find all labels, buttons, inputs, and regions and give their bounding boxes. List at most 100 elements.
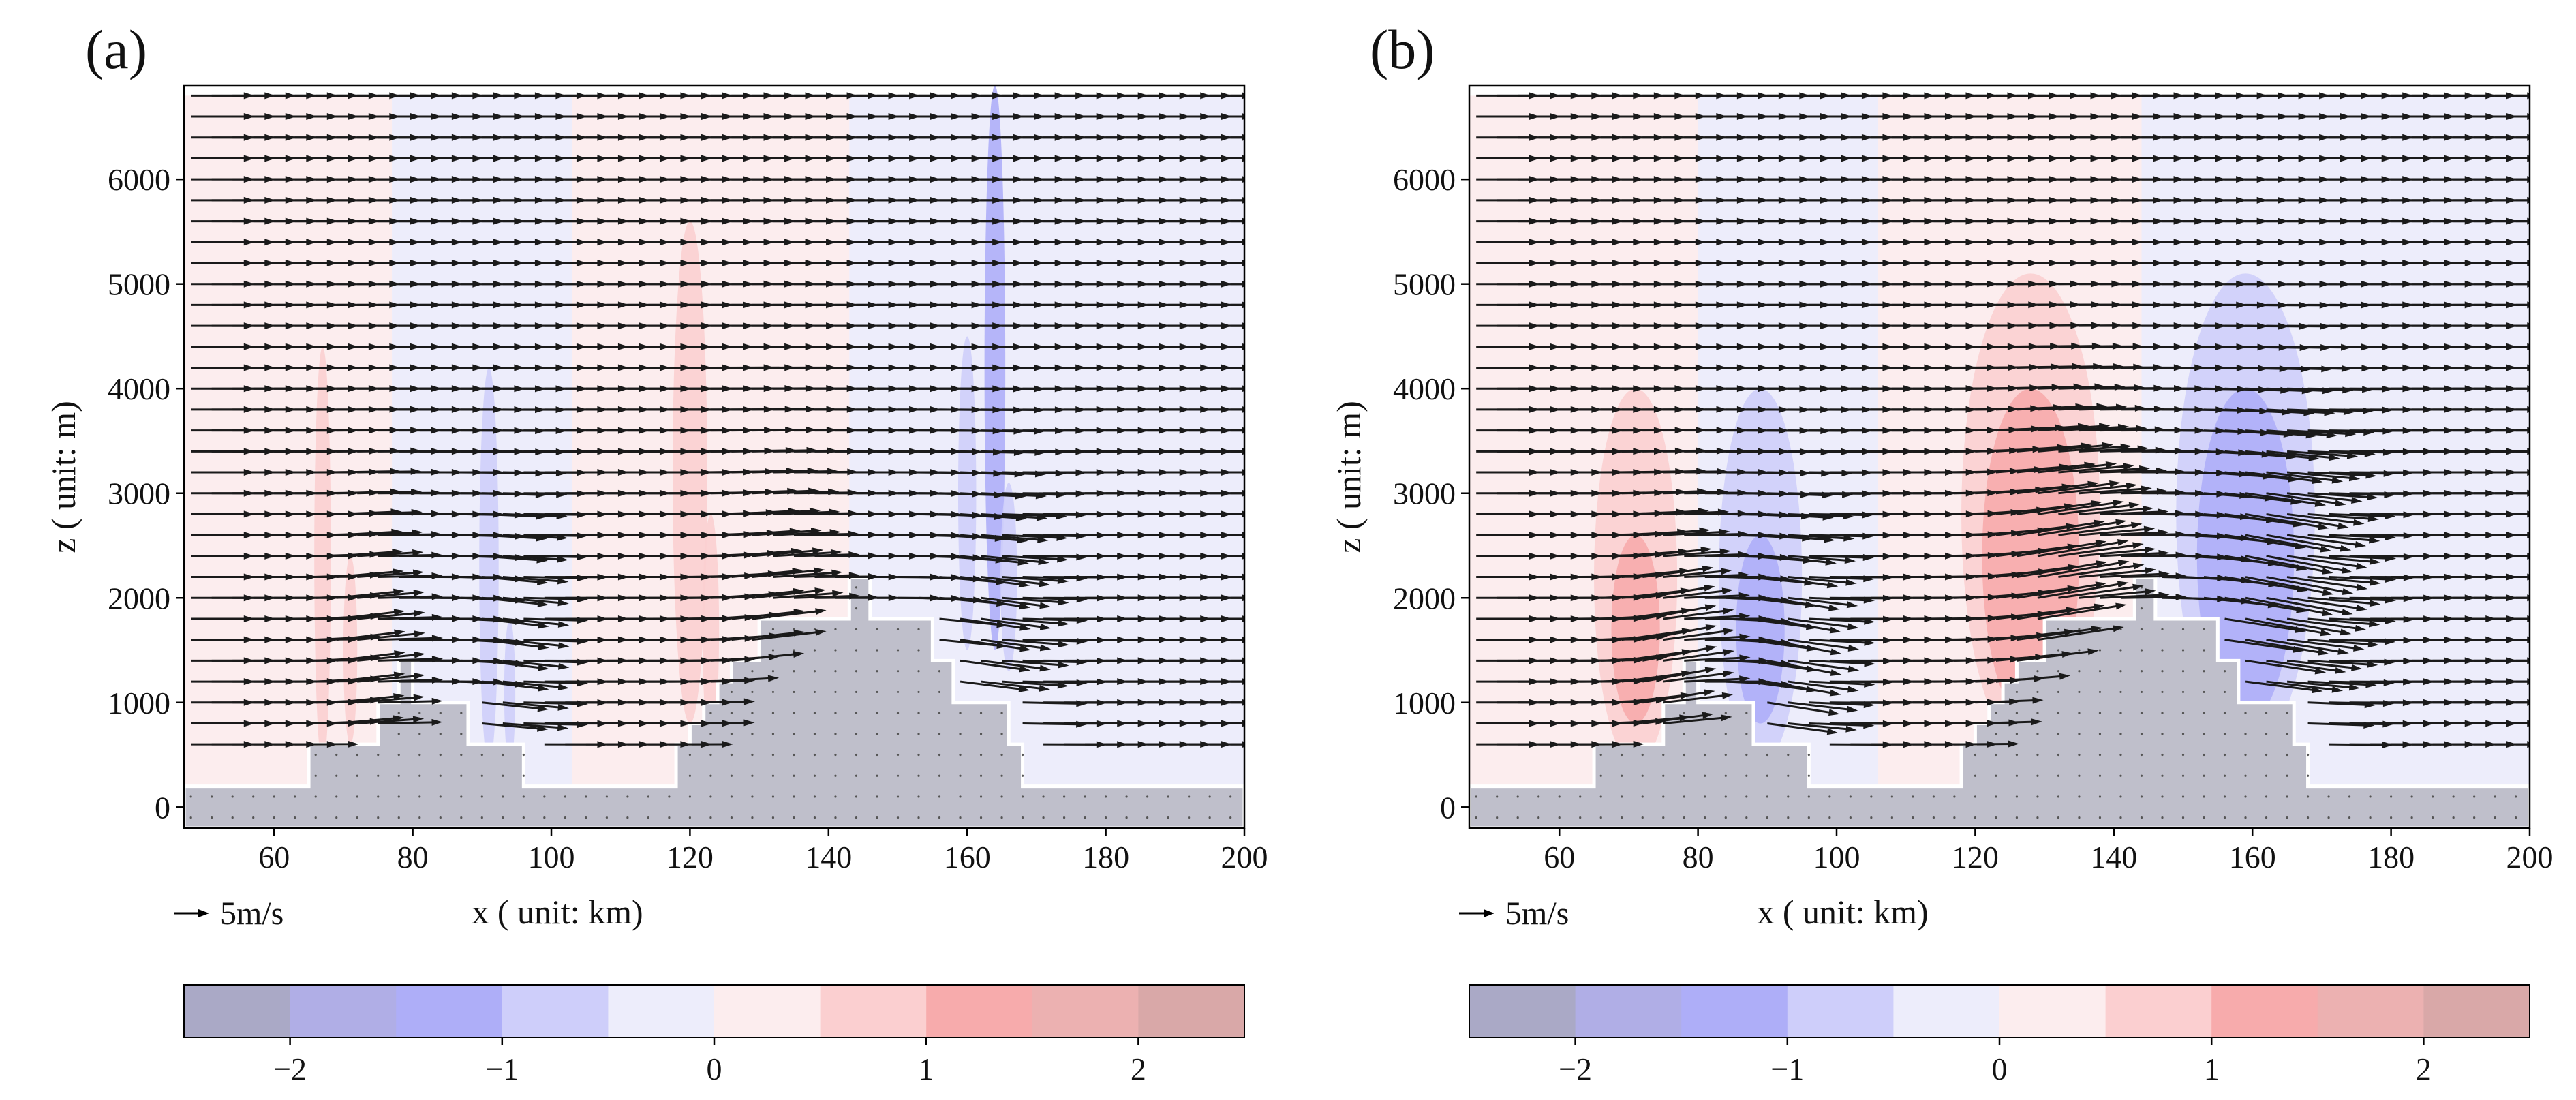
colorbar-tick-label: −2 xyxy=(273,1052,307,1086)
grid-dot xyxy=(917,649,920,652)
grid-dot xyxy=(377,795,380,798)
grid-dot xyxy=(1870,795,1873,798)
wind-arrow-head xyxy=(1846,705,1858,713)
grid-dot xyxy=(1849,795,1852,798)
grid-dot xyxy=(1870,816,1873,819)
grid-dot xyxy=(1516,795,1519,798)
grid-dot xyxy=(917,795,920,798)
grid-dot xyxy=(1787,753,1790,757)
grid-dot xyxy=(294,795,296,798)
grid-dot xyxy=(231,816,234,819)
wind-arrow-head xyxy=(431,697,443,705)
grid-dot xyxy=(730,712,733,714)
wind-arrow xyxy=(752,549,816,557)
wind-arrow xyxy=(1663,672,1726,683)
wind-arrow xyxy=(336,631,397,641)
grid-dot xyxy=(2203,774,2205,777)
wind-arrow-head xyxy=(831,569,843,577)
wind-arrow-head xyxy=(722,741,733,748)
grid-dot xyxy=(2098,816,2102,819)
grid-dot xyxy=(959,712,962,714)
wind-arrow xyxy=(1001,555,1060,561)
grid-dot xyxy=(1042,795,1045,798)
grid-dot xyxy=(1558,795,1561,798)
wind-arrow-head xyxy=(1283,197,1294,204)
grid-dot xyxy=(1662,753,1665,757)
grid-dot xyxy=(1683,816,1685,819)
wind-arrow-head xyxy=(394,650,405,658)
grid-dot xyxy=(564,795,566,798)
grid-dot xyxy=(2119,795,2122,798)
x-tick-label: 200 xyxy=(1221,840,1268,874)
grid-dot xyxy=(2223,774,2226,777)
grid-dot xyxy=(2181,733,2185,735)
grid-dot xyxy=(1724,712,1727,714)
grid-dot xyxy=(439,774,442,777)
grid-dot xyxy=(751,816,754,819)
wind-arrow xyxy=(1001,680,1061,687)
grid-dot xyxy=(1084,816,1086,819)
wind-arrow-head xyxy=(1058,641,1069,648)
grid-dot xyxy=(2161,774,2164,777)
grid-dot xyxy=(480,816,483,819)
grid-dot xyxy=(1849,816,1852,819)
grid-dot xyxy=(1125,795,1128,798)
grid-dot xyxy=(896,795,900,798)
wind-arrow xyxy=(1001,596,1061,604)
wind-arrow-head xyxy=(815,608,827,615)
wind-arrow-head xyxy=(1283,385,1294,392)
grid-dot xyxy=(896,816,900,819)
grid-dot xyxy=(2161,670,2164,673)
wind-arrow-head xyxy=(1700,546,1712,553)
wind-arrow-head xyxy=(1847,623,1859,630)
wind-arrow-head xyxy=(1283,92,1294,99)
grid-dot xyxy=(418,795,421,798)
wind-arrow-head xyxy=(1039,602,1051,609)
y-axis-label: z ( unit: m) xyxy=(44,401,82,553)
wind-arrow xyxy=(336,611,397,620)
grid-dot xyxy=(1021,774,1024,777)
terrain-grid-dots xyxy=(189,586,1232,819)
wind-arrow-head xyxy=(1283,594,1294,601)
colorbar-segment xyxy=(290,985,397,1037)
grid-dot xyxy=(605,795,608,798)
wind-arrow xyxy=(482,617,541,627)
contour-blob-3 xyxy=(504,618,516,765)
wind-arrow xyxy=(752,590,818,599)
wind-arrow xyxy=(1001,659,1061,667)
x-tick-label: 160 xyxy=(944,840,991,874)
grid-dot xyxy=(2078,753,2081,757)
wind-arrow xyxy=(482,659,542,669)
wind-arrow xyxy=(357,718,416,724)
colorbar-segment xyxy=(608,985,715,1037)
grid-dot xyxy=(979,795,983,798)
wind-arrow-head xyxy=(1721,714,1732,722)
wind-arrow-head xyxy=(1739,654,1751,662)
grid-dot xyxy=(2390,795,2393,798)
wind-arrow xyxy=(981,555,1041,564)
grid-dot xyxy=(2098,774,2102,777)
grid-dot xyxy=(1974,795,1977,798)
grid-dot xyxy=(2140,816,2143,819)
grid-dot xyxy=(1208,795,1211,798)
grid-dot xyxy=(2057,649,2060,652)
grid-dot xyxy=(813,816,816,819)
axes-frame xyxy=(183,84,1246,829)
wind-arrow xyxy=(773,592,835,599)
grid-dot xyxy=(2306,753,2310,757)
grid-dot xyxy=(397,753,400,757)
wind-arrow xyxy=(357,551,416,557)
wind-arrow xyxy=(1001,534,1060,539)
y-tick-label: 5000 xyxy=(108,267,170,302)
wind-arrow-head xyxy=(1263,260,1274,266)
grid-dot xyxy=(2223,690,2226,694)
wind-arrow xyxy=(357,531,415,536)
grid-dot xyxy=(1745,753,1748,757)
wind-arrow xyxy=(981,659,1043,670)
wind-arrow-head xyxy=(743,719,755,727)
grid-dot xyxy=(2203,753,2205,757)
wind-arrow xyxy=(482,680,541,690)
plot-area xyxy=(184,85,1294,828)
grid-dot xyxy=(356,753,358,757)
grid-dot xyxy=(2223,712,2226,714)
